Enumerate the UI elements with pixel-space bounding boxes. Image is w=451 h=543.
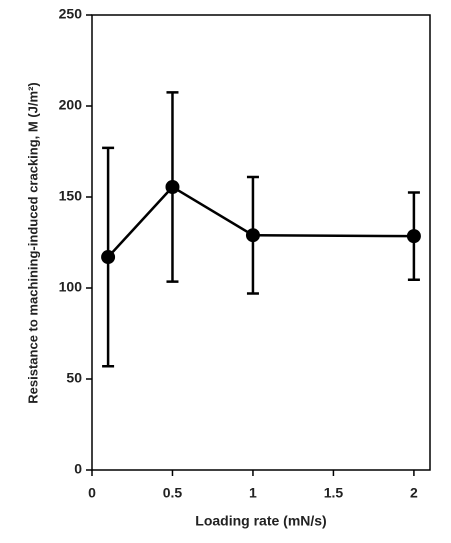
y-tick-label: 150 [59, 188, 83, 204]
y-tick-label: 50 [66, 370, 82, 386]
data-point [245, 228, 260, 243]
plot-frame [91, 14, 431, 471]
x-axis-label: Loading rate (mN/s) [195, 513, 326, 529]
series-line [107, 185, 414, 258]
y-tick-label: 200 [59, 97, 83, 113]
y-axis-label: Resistance to machining-induced cracking… [25, 82, 40, 403]
x-tick-label: 1 [249, 485, 257, 501]
data-point [406, 229, 421, 244]
x-tick-label: 1.5 [324, 485, 344, 501]
y-tick-label: 100 [59, 279, 83, 295]
x-tick-label: 2 [410, 485, 418, 501]
y-tick-label: 0 [74, 461, 82, 477]
x-tick-label: 0.5 [163, 485, 183, 501]
data-point [101, 250, 116, 265]
x-tick-label: 0 [88, 485, 96, 501]
data-point [165, 179, 180, 194]
y-tick-label: 250 [59, 6, 83, 22]
